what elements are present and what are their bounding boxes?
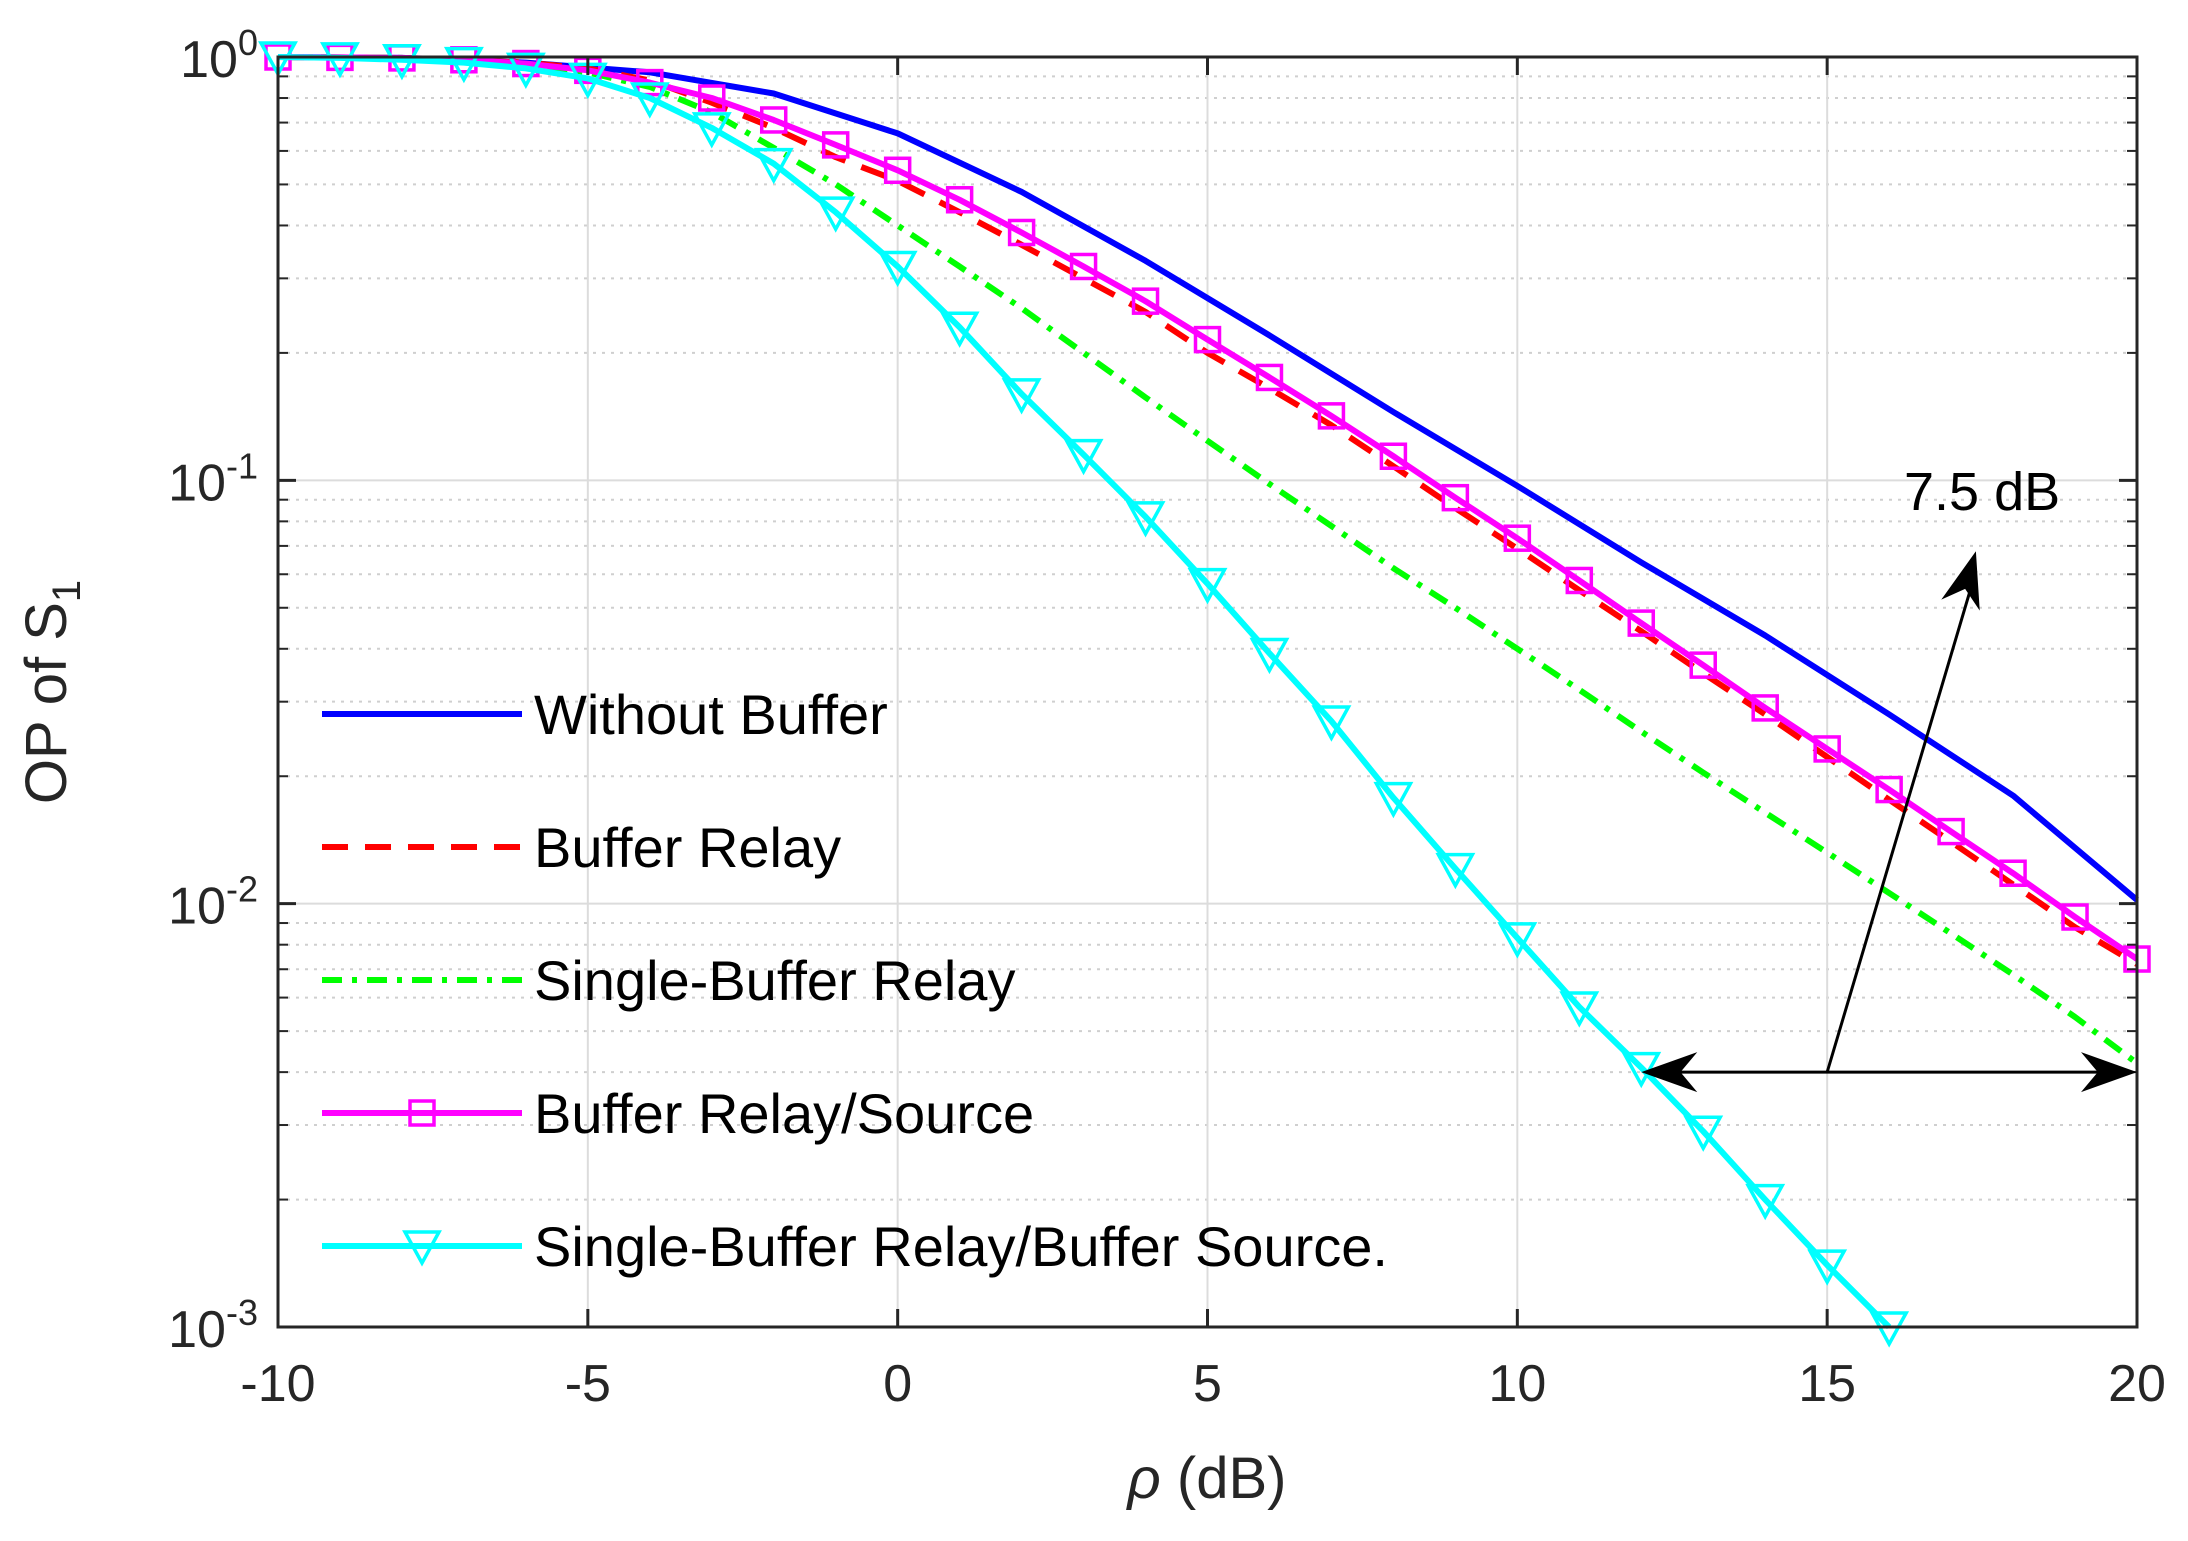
data-point-single-buffer-relay-buffer-source (1807, 1249, 1848, 1286)
legend-label-buffer-relay: Buffer Relay (534, 816, 841, 879)
data-point-buffer-relay-source (1627, 609, 1656, 637)
data-point-single-buffer-relay-buffer-source (877, 250, 918, 288)
data-point-buffer-relay-source (1689, 651, 1717, 679)
x-tick-label: 20 (2108, 1355, 2166, 1413)
annotation-arrowhead-right (2081, 1052, 2137, 1093)
data-point-buffer-relay-source (698, 84, 726, 112)
annotation-layer: 7.5 dB (1641, 462, 2137, 1093)
legend-entry-buffer-relay-source: Buffer Relay/Source (322, 1082, 1034, 1145)
data-point-single-buffer-relay-buffer-source (1249, 637, 1290, 675)
x-tick-label: -5 (565, 1355, 611, 1413)
data-point-single-buffer-relay-buffer-source (691, 112, 732, 149)
y-tick-label: 10-3 (168, 1292, 258, 1359)
data-point-single-buffer-relay-buffer-source (1373, 781, 1414, 819)
annotation-arrow-line (1825, 570, 1978, 1073)
y-tick-label-exp: 0 (238, 22, 258, 63)
data-point-buffer-relay-source (1193, 325, 1222, 354)
x-axis-label-unit: (dB) (1161, 1446, 1287, 1511)
data-point-buffer-relay-source (1379, 442, 1408, 470)
annotation-arrowhead-left (1641, 1052, 1698, 1093)
x-tick-label: -10 (240, 1355, 315, 1413)
data-point-single-buffer-relay-buffer-source (939, 311, 980, 348)
legend-entry-buffer-relay: Buffer Relay (322, 816, 841, 879)
y-tick-label-exp: -3 (226, 1292, 258, 1333)
series-single-buffer-relay (277, 54, 2139, 1066)
data-point-buffer-relay-source (1007, 218, 1036, 247)
ticks-layer (276, 55, 2139, 1329)
y-tick-label-base: 10 (180, 31, 238, 89)
legend-label-without-buffer: Without Buffer (534, 683, 888, 746)
data-point-single-buffer-relay-buffer-source (753, 147, 794, 185)
x-tick-labels: -10 -5 0 5 10 15 20 (240, 1355, 2166, 1413)
data-point-buffer-relay-source (1999, 859, 2027, 887)
annotation-label: 7.5 dB (1904, 462, 2060, 522)
x-tick-label: 10 (1488, 1355, 1546, 1413)
y-axis-label-sub: 1 (45, 580, 89, 602)
data-point-single-buffer-relay-buffer-source (1497, 922, 1538, 959)
data-point-single-buffer-relay-buffer-source (1621, 1051, 1662, 1089)
data-point-single-buffer-relay-buffer-source (443, 46, 484, 84)
data-point-single-buffer-relay-buffer-source (1063, 438, 1104, 476)
annotation-arrowhead-up (1941, 551, 1980, 611)
x-tick-label: 0 (883, 1355, 912, 1413)
y-tick-label-base: 10 (168, 878, 226, 936)
data-point-single-buffer-relay-buffer-source (381, 44, 422, 81)
legend-entry-single-buffer-relay: Single-Buffer Relay (322, 949, 1015, 1012)
legend-marker-single-buffer-relay-buffer-source (402, 1230, 442, 1267)
legend-entry-without-buffer: Without Buffer (322, 683, 888, 746)
data-point-buffer-relay-source (945, 186, 974, 214)
data-point-single-buffer-relay-buffer-source (1125, 501, 1166, 538)
y-tick-label-exp: -1 (226, 445, 258, 486)
data-point-single-buffer-relay-buffer-source (1311, 705, 1352, 742)
y-axis-label-main: OP of S (14, 602, 79, 804)
data-point-single-buffer-relay-buffer-source (505, 52, 546, 90)
data-point-single-buffer-relay-buffer-source (629, 82, 670, 119)
y-tick-label: 10-2 (168, 869, 258, 936)
y-tick-label: 10-1 (168, 445, 258, 512)
data-point-single-buffer-relay-buffer-source (1683, 1115, 1724, 1152)
data-point-single-buffer-relay-buffer-source (815, 196, 856, 233)
data-point-buffer-relay-source (1255, 363, 1284, 392)
data-point-buffer-relay-source (1503, 524, 1532, 552)
data-point-buffer-relay-source (1813, 735, 1841, 763)
x-tick-label: 5 (1193, 1355, 1222, 1413)
data-point-single-buffer-relay-buffer-source (320, 42, 360, 79)
data-point-single-buffer-relay-buffer-source (1745, 1183, 1786, 1221)
y-tick-label-base: 10 (168, 454, 226, 512)
y-tick-label-exp: -2 (226, 869, 258, 910)
series-line-single-buffer-relay (277, 54, 2139, 1066)
legend-label-buffer-relay-source: Buffer Relay/Source (534, 1082, 1034, 1145)
data-point-buffer-relay-source (1565, 566, 1594, 595)
legend: Without Buffer Buffer Relay Single-Buffer … (322, 683, 1388, 1278)
data-point-buffer-relay-source (1441, 483, 1470, 512)
x-axis-label: ρ (dB) (1126, 1446, 1287, 1511)
data-point-buffer-relay-source (1937, 817, 1965, 846)
data-point-buffer-relay-source (1751, 694, 1779, 722)
data-point-buffer-relay-source (2061, 903, 2089, 931)
legend-label-single-buffer-relay-buffer-source: Single-Buffer Relay/Buffer Source. (534, 1215, 1388, 1278)
data-point-single-buffer-relay-buffer-source (1435, 852, 1476, 890)
data-point-buffer-relay-source (759, 106, 788, 134)
data-point-buffer-relay-source (1069, 252, 1098, 281)
data-point-single-buffer-relay-buffer-source (1001, 378, 1042, 415)
y-tick-label: 100 (180, 22, 258, 89)
data-point-buffer-relay-source (1317, 402, 1346, 430)
y-axis-label: OP of S1 (14, 580, 89, 804)
legend-entry-single-buffer-relay-buffer-source: Single-Buffer Relay/Buffer Source. (322, 1215, 1388, 1278)
x-tick-label: 15 (1798, 1355, 1856, 1413)
data-point-single-buffer-relay-buffer-source (1559, 991, 1600, 1028)
series-line-single-buffer-relay-buffer-source (277, 54, 1892, 1330)
y-tick-label-base: 10 (168, 1301, 226, 1359)
data-point-buffer-relay-source (1875, 775, 1903, 804)
legend-marker-buffer-relay-source (408, 1099, 436, 1127)
data-point-single-buffer-relay-buffer-source (1187, 567, 1228, 605)
x-axis-label-symbol: ρ (1126, 1446, 1161, 1511)
legend-label-single-buffer-relay: Single-Buffer Relay (534, 949, 1015, 1012)
data-point-buffer-relay-source (883, 156, 912, 185)
data-point-buffer-relay-source (821, 131, 850, 159)
data-point-buffer-relay-source (1131, 287, 1160, 315)
